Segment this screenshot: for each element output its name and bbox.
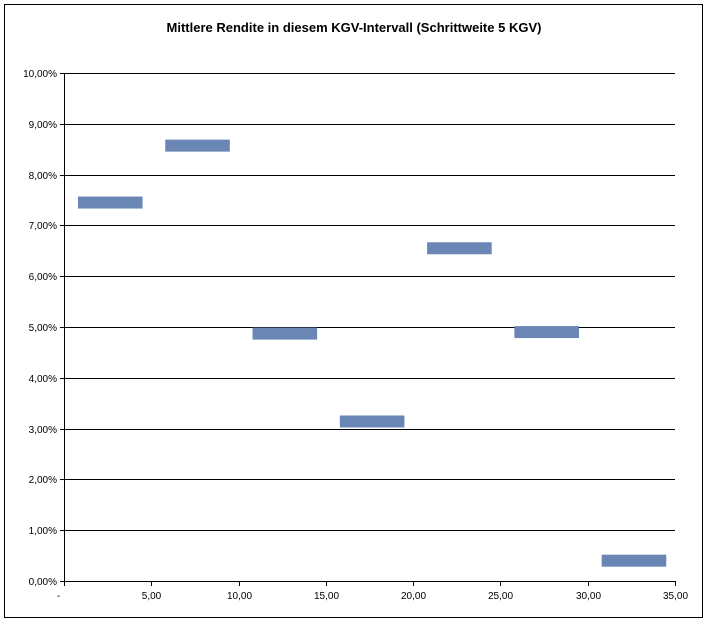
bar-series [77, 139, 667, 567]
x-tick-label: 20,00 [401, 591, 426, 602]
y-tick-label: 8,00% [29, 171, 57, 182]
bar [601, 554, 667, 567]
gridlines [64, 73, 675, 531]
y-tick-label: 3,00% [29, 425, 57, 436]
x-tick-label: 5,00 [142, 591, 162, 602]
bar [339, 415, 405, 428]
y-tick-label: 2,00% [29, 475, 57, 486]
axes [60, 73, 676, 586]
y-tick-label: 9,00% [29, 120, 57, 131]
y-tick-label: 10,00% [23, 69, 57, 80]
x-tick-label: - [57, 591, 60, 602]
chart-title: Mittlere Rendite in diesem KGV-Intervall… [167, 20, 542, 35]
bar [514, 326, 579, 339]
y-tick-label: 0,00% [29, 577, 57, 588]
y-tick-label: 7,00% [29, 221, 57, 232]
y-tick-labels: 0,00% 1,00% 2,00% 3,00% 4,00% 5,00% 6,00% 7,00%… [23, 69, 57, 588]
x-tick-label: 25,00 [488, 591, 513, 602]
y-tick-label: 6,00% [29, 272, 57, 283]
bar [77, 196, 143, 209]
y-tick-label: 5,00% [29, 323, 57, 334]
x-tick-label: 15,00 [314, 591, 339, 602]
y-tick-label: 1,00% [29, 526, 57, 537]
y-tick-label: 4,00% [29, 374, 57, 385]
x-tick-label: 35,00 [663, 591, 688, 602]
x-tick-label: 30,00 [576, 591, 601, 602]
bar [252, 327, 318, 340]
bar [427, 242, 492, 255]
x-tick-labels: - 5,00 10,00 15,00 20,00 25,00 30,00 35,00 [57, 591, 689, 602]
x-tick-label: 10,00 [227, 591, 252, 602]
chart-frame [4, 4, 703, 618]
bar [165, 139, 230, 152]
